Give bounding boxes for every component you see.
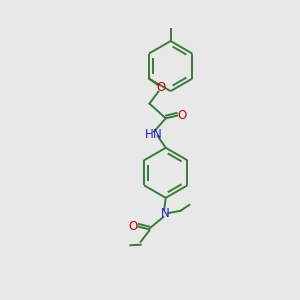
Text: O: O: [177, 109, 187, 122]
Text: O: O: [129, 220, 138, 233]
Text: H: H: [145, 128, 154, 141]
Text: O: O: [157, 81, 166, 94]
Text: N: N: [152, 128, 161, 141]
Text: N: N: [161, 207, 170, 220]
